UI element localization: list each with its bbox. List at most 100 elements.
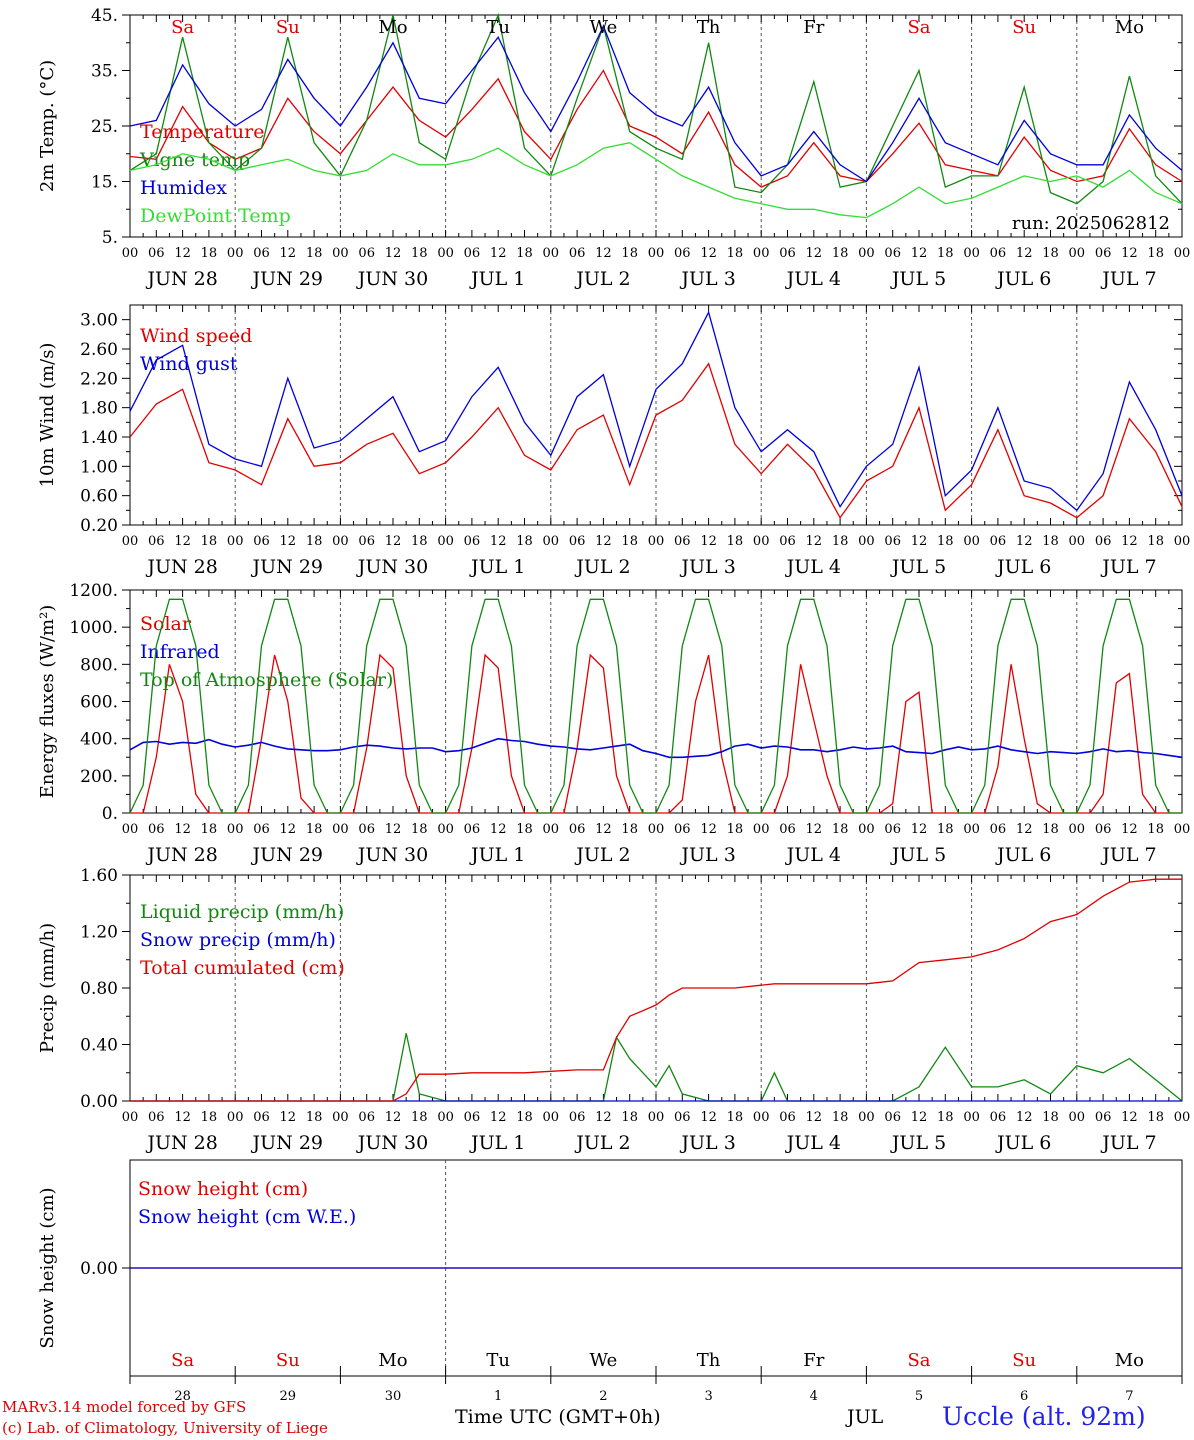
hour-tick-label: 00 bbox=[858, 822, 875, 837]
y-tick-label: 1.00 bbox=[80, 457, 118, 477]
hour-tick-label: 18 bbox=[306, 246, 323, 261]
weekday-label: Sa bbox=[171, 1350, 194, 1371]
hour-tick-label: 06 bbox=[990, 1110, 1007, 1125]
hour-tick-label: 00 bbox=[1069, 822, 1086, 837]
hour-tick-label: 12 bbox=[490, 822, 507, 837]
date-label: JUN 29 bbox=[251, 556, 323, 578]
y-axis-label: 10m Wind (m/s) bbox=[37, 343, 58, 488]
hour-tick-label: 06 bbox=[464, 1110, 481, 1125]
hour-tick-label: 06 bbox=[884, 1110, 901, 1125]
hour-tick-label: 06 bbox=[569, 1110, 586, 1125]
hour-tick-label: 00 bbox=[543, 1110, 560, 1125]
weekday-label: Su bbox=[276, 17, 300, 38]
hour-tick-label: 18 bbox=[832, 822, 849, 837]
legend-entry: Snow precip (mm/h) bbox=[140, 929, 336, 951]
weekday-label: Th bbox=[697, 17, 721, 38]
hour-tick-label: 12 bbox=[595, 1110, 612, 1125]
y-tick-label: 0.60 bbox=[80, 487, 118, 507]
y-tick-label: 1200. bbox=[69, 581, 118, 601]
legend-entry: Temperature bbox=[140, 121, 264, 143]
hour-tick-label: 12 bbox=[1121, 822, 1138, 837]
y-tick-label: 35. bbox=[91, 62, 118, 82]
hour-tick-label: 18 bbox=[411, 246, 428, 261]
date-label: JUN 28 bbox=[145, 844, 217, 866]
hour-tick-label: 18 bbox=[1042, 534, 1059, 549]
hour-tick-label: 00 bbox=[753, 534, 770, 549]
hour-tick-label: 06 bbox=[569, 534, 586, 549]
weekday-label: Mo bbox=[378, 17, 407, 38]
hour-tick-label: 06 bbox=[779, 246, 796, 261]
date-label: JUL 5 bbox=[890, 844, 946, 866]
hour-tick-label: 18 bbox=[1147, 534, 1164, 549]
legend-entry: Solar bbox=[140, 613, 192, 635]
hour-tick-label: 06 bbox=[674, 534, 691, 549]
hour-tick-label: 12 bbox=[700, 822, 717, 837]
hour-tick-label: 18 bbox=[621, 1110, 638, 1125]
hour-tick-label: 18 bbox=[1042, 246, 1059, 261]
hour-tick-label: 12 bbox=[280, 534, 297, 549]
hour-tick-label: 06 bbox=[358, 246, 375, 261]
y-tick-label: 0.00 bbox=[80, 1259, 118, 1279]
weekday-label: Su bbox=[276, 1350, 300, 1371]
hour-tick-label: 12 bbox=[806, 246, 823, 261]
hour-tick-label: 00 bbox=[227, 534, 244, 549]
hour-tick-label: 00 bbox=[858, 246, 875, 261]
hour-tick-label: 00 bbox=[753, 822, 770, 837]
y-tick-label: 0.20 bbox=[80, 516, 118, 536]
run-annotation: run: 2025062812 bbox=[1012, 213, 1170, 234]
hour-tick-label: 18 bbox=[411, 822, 428, 837]
station-name: Uccle (alt. 92m) bbox=[942, 1402, 1146, 1431]
hour-tick-label: 00 bbox=[332, 246, 349, 261]
legend-entry: Wind speed bbox=[140, 325, 252, 347]
hour-tick-label: 00 bbox=[437, 822, 454, 837]
hour-tick-label: 00 bbox=[437, 534, 454, 549]
series-temperature-1 bbox=[129, 12, 1183, 205]
hour-tick-label: 18 bbox=[937, 534, 954, 549]
hour-tick-label: 00 bbox=[963, 534, 980, 549]
y-axis-label: Snow height (cm) bbox=[37, 1187, 58, 1348]
hour-tick-label: 18 bbox=[1042, 822, 1059, 837]
hour-tick-label: 00 bbox=[648, 822, 665, 837]
y-tick-label: 1.20 bbox=[80, 923, 118, 943]
legend-entry: Wind gust bbox=[140, 353, 238, 375]
hour-tick-label: 12 bbox=[174, 246, 191, 261]
hour-tick-label: 00 bbox=[543, 246, 560, 261]
hour-tick-label: 00 bbox=[1069, 534, 1086, 549]
hour-tick-label: 00 bbox=[963, 246, 980, 261]
date-label: JUL 6 bbox=[995, 844, 1051, 866]
date-label: JUL 7 bbox=[1100, 844, 1156, 866]
hour-tick-label: 00 bbox=[1174, 1110, 1191, 1125]
date-label: JUL 3 bbox=[679, 1132, 735, 1154]
date-label: JUL 4 bbox=[785, 1132, 841, 1154]
hour-tick-label: 06 bbox=[990, 822, 1007, 837]
date-label: JUL 5 bbox=[890, 268, 946, 290]
hour-tick-label: 06 bbox=[779, 1110, 796, 1125]
hour-tick-label: 18 bbox=[727, 822, 744, 837]
date-label: JUL 6 bbox=[995, 556, 1051, 578]
day-number-label: 28 bbox=[174, 1389, 191, 1404]
hour-tick-label: 18 bbox=[201, 246, 218, 261]
weekday-label: Sa bbox=[907, 1350, 930, 1371]
hour-tick-label: 12 bbox=[595, 822, 612, 837]
y-tick-label: 2.60 bbox=[80, 340, 118, 360]
series-temperature-2 bbox=[129, 24, 1183, 183]
weekday-label: Tu bbox=[486, 1350, 510, 1371]
hour-tick-label: 12 bbox=[490, 246, 507, 261]
hour-tick-label: 06 bbox=[1095, 534, 1112, 549]
y-tick-label: 200. bbox=[80, 767, 118, 787]
legend-entry: Total cumulated (cm) bbox=[140, 957, 345, 979]
hour-tick-label: 00 bbox=[437, 1110, 454, 1125]
time-axis-label: Time UTC (GMT+0h) bbox=[455, 1406, 661, 1428]
hour-tick-label: 00 bbox=[753, 246, 770, 261]
hour-tick-label: 00 bbox=[963, 822, 980, 837]
weekday-label: Th bbox=[697, 1350, 721, 1371]
y-tick-label: 400. bbox=[80, 730, 118, 750]
hour-tick-label: 06 bbox=[1095, 246, 1112, 261]
day-number-label: 29 bbox=[280, 1389, 297, 1404]
model-credit: MARv3.14 model forced by GFS bbox=[2, 1398, 247, 1416]
date-label: JUL 2 bbox=[574, 556, 630, 578]
hour-tick-label: 00 bbox=[122, 822, 139, 837]
hour-tick-label: 06 bbox=[884, 534, 901, 549]
date-label: JUN 30 bbox=[356, 556, 428, 578]
hour-tick-label: 00 bbox=[648, 246, 665, 261]
